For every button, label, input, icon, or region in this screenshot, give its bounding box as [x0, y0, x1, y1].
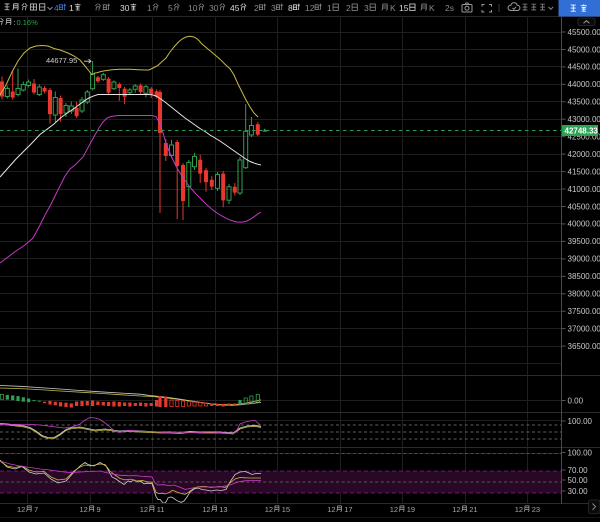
svg-text:43000.00: 43000.00 [568, 115, 600, 124]
svg-text:39000.00: 39000.00 [568, 255, 600, 264]
svg-text:100.00: 100.00 [568, 448, 593, 457]
svg-text:5: 5 [168, 3, 173, 13]
svg-text:23: 23 [532, 505, 540, 514]
svg-text:0.16%: 0.16% [17, 18, 39, 27]
svg-text:12: 12 [305, 3, 315, 13]
svg-text:3: 3 [364, 3, 369, 13]
svg-text:2s: 2s [445, 3, 454, 13]
svg-text:44500.00: 44500.00 [568, 63, 600, 72]
svg-text:13: 13 [219, 505, 227, 514]
svg-text:12: 12 [202, 505, 210, 514]
svg-text:43500.00: 43500.00 [568, 98, 600, 107]
svg-text:1: 1 [69, 3, 74, 13]
svg-text:41500.00: 41500.00 [568, 167, 600, 176]
svg-text:1: 1 [327, 3, 332, 13]
svg-text:42000.00: 42000.00 [568, 150, 600, 159]
svg-text:45500.00: 45500.00 [568, 28, 600, 37]
svg-text:15: 15 [282, 505, 290, 514]
svg-text:11: 11 [157, 505, 165, 514]
svg-text:45000.00: 45000.00 [568, 45, 600, 54]
svg-text:42500.00: 42500.00 [568, 133, 600, 142]
svg-text:70.00: 70.00 [568, 466, 589, 475]
svg-text:0.00: 0.00 [568, 396, 584, 405]
svg-text:12: 12 [327, 505, 335, 514]
svg-text:42748.33: 42748.33 [565, 127, 599, 136]
svg-text:45: 45 [230, 3, 240, 13]
svg-text:37000.00: 37000.00 [568, 324, 600, 333]
svg-text:12: 12 [80, 505, 88, 514]
svg-text:10: 10 [188, 3, 198, 13]
svg-text::: : [14, 18, 16, 27]
svg-text:K: K [429, 3, 435, 13]
svg-text:2: 2 [346, 3, 351, 13]
svg-text:3: 3 [271, 3, 276, 13]
svg-text:30: 30 [209, 3, 219, 13]
svg-text:40000.00: 40000.00 [568, 220, 600, 229]
svg-text:37500.00: 37500.00 [568, 307, 600, 316]
svg-text:21: 21 [469, 505, 477, 514]
svg-text:30.00: 30.00 [568, 487, 589, 496]
svg-text:38500.00: 38500.00 [568, 272, 600, 281]
svg-text:36500.00: 36500.00 [568, 342, 600, 351]
svg-text:15: 15 [399, 3, 409, 13]
svg-text:1: 1 [147, 3, 152, 13]
svg-text:100.00: 100.00 [568, 417, 593, 426]
svg-text:40500.00: 40500.00 [568, 202, 600, 211]
svg-text:41000.00: 41000.00 [568, 185, 600, 194]
svg-text:39500.00: 39500.00 [568, 237, 600, 246]
svg-text:30: 30 [120, 3, 130, 13]
svg-text:17: 17 [344, 505, 352, 514]
svg-text:12: 12 [515, 505, 523, 514]
svg-text:50.00: 50.00 [568, 476, 589, 485]
svg-text:19: 19 [407, 505, 415, 514]
svg-text:44000.00: 44000.00 [568, 80, 600, 89]
svg-text:4: 4 [54, 3, 59, 13]
svg-text:K: K [390, 3, 396, 13]
svg-text:12: 12 [140, 505, 148, 514]
svg-text:7: 7 [34, 505, 38, 514]
svg-text:9: 9 [97, 505, 101, 514]
svg-text:2: 2 [254, 3, 259, 13]
svg-text:12: 12 [265, 505, 273, 514]
svg-text:38000.00: 38000.00 [568, 290, 600, 299]
svg-text:44677.95: 44677.95 [46, 56, 77, 65]
svg-text:12: 12 [17, 505, 25, 514]
svg-text:12: 12 [390, 505, 398, 514]
svg-text:8: 8 [288, 3, 293, 13]
svg-text:12: 12 [452, 505, 460, 514]
